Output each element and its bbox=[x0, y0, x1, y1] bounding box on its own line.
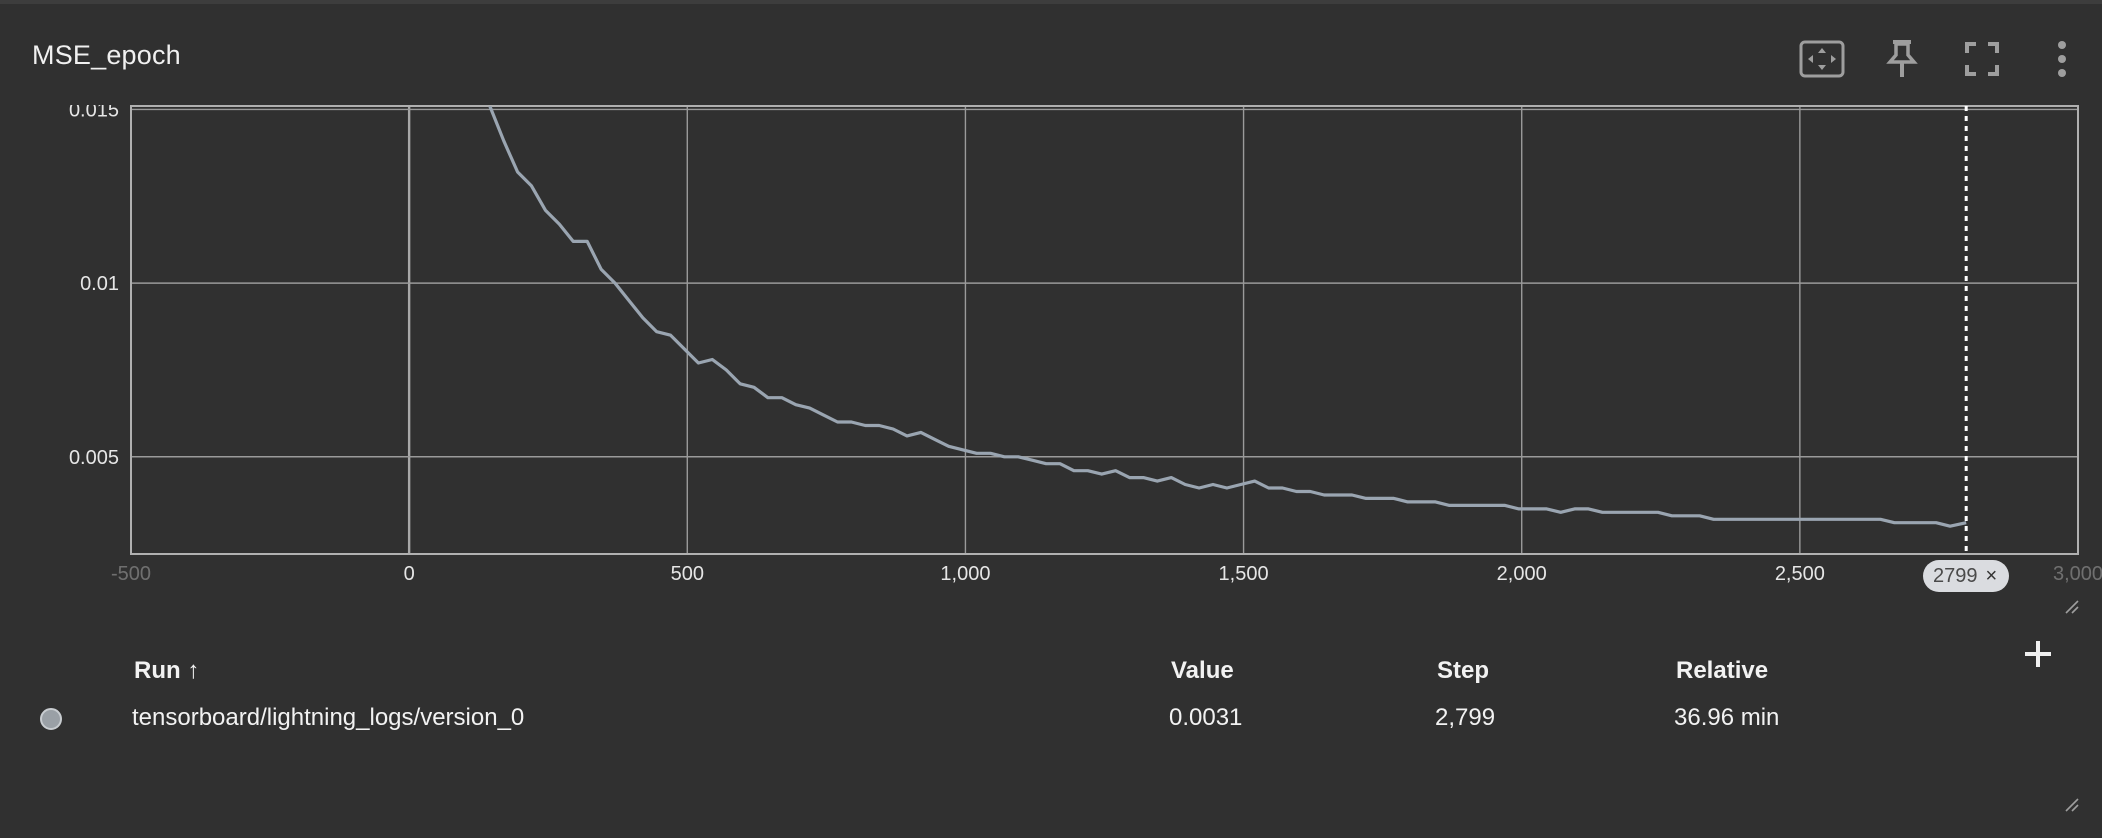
add-column-button[interactable] bbox=[2016, 632, 2060, 676]
x-tick-label: 3,000 bbox=[2053, 563, 2102, 585]
series-line bbox=[488, 106, 1967, 528]
close-icon[interactable]: × bbox=[1985, 565, 1998, 587]
fullscreen-button[interactable] bbox=[1954, 34, 2010, 84]
x-tick-label: 2,000 bbox=[1497, 563, 1547, 585]
x-tick-label: 1,500 bbox=[1219, 563, 1269, 585]
step-marker-chip[interactable]: 2799 × bbox=[1923, 560, 2010, 592]
fullscreen-icon bbox=[1965, 42, 1999, 76]
run-value: 0.0031 bbox=[1169, 704, 1243, 731]
x-tick-label: 2,500 bbox=[1775, 563, 1825, 585]
pin-button[interactable] bbox=[1874, 34, 1930, 84]
y-tick-label: 0.01 bbox=[80, 273, 119, 295]
more-menu-button[interactable] bbox=[2034, 34, 2090, 84]
top-mask bbox=[0, 4, 2102, 105]
more-vert-icon bbox=[2058, 41, 2066, 77]
line-chart[interactable]: -500 0 500 1,000 1,500 2,000 2,500 3,000 0.005 0.… bbox=[0, 4, 2102, 604]
card-resize-handle[interactable] bbox=[2064, 797, 2080, 813]
plus-icon bbox=[2025, 641, 2051, 667]
plot-frame bbox=[130, 105, 2079, 555]
x-tick-label: 0 bbox=[404, 563, 415, 585]
fit-to-data-icon bbox=[1799, 40, 1845, 78]
column-header-step[interactable]: Step bbox=[1437, 657, 1490, 684]
fit-domain-button[interactable] bbox=[1794, 34, 1850, 84]
run-step: 2,799 bbox=[1435, 704, 1496, 731]
run-relative: 36.96 min bbox=[1674, 704, 1780, 731]
chart-resize-handle[interactable] bbox=[2064, 599, 2080, 615]
column-header-run[interactable]: Run ↑ bbox=[134, 657, 200, 684]
card-title: MSE_epoch bbox=[32, 40, 181, 70]
column-header-relative[interactable]: Relative bbox=[1676, 657, 1769, 684]
y-tick-label: 0.005 bbox=[69, 447, 119, 469]
x-tick-label: 500 bbox=[671, 563, 704, 585]
column-header-value[interactable]: Value bbox=[1171, 657, 1234, 684]
pin-icon bbox=[1886, 40, 1918, 77]
x-tick-label: -500 bbox=[111, 563, 151, 585]
step-marker-label: 2799 bbox=[1933, 565, 1978, 587]
run-color-swatch[interactable] bbox=[40, 708, 62, 730]
run-name: tensorboard/lightning_logs/version_0 bbox=[132, 704, 525, 731]
x-tick-label: 1,000 bbox=[940, 563, 990, 585]
